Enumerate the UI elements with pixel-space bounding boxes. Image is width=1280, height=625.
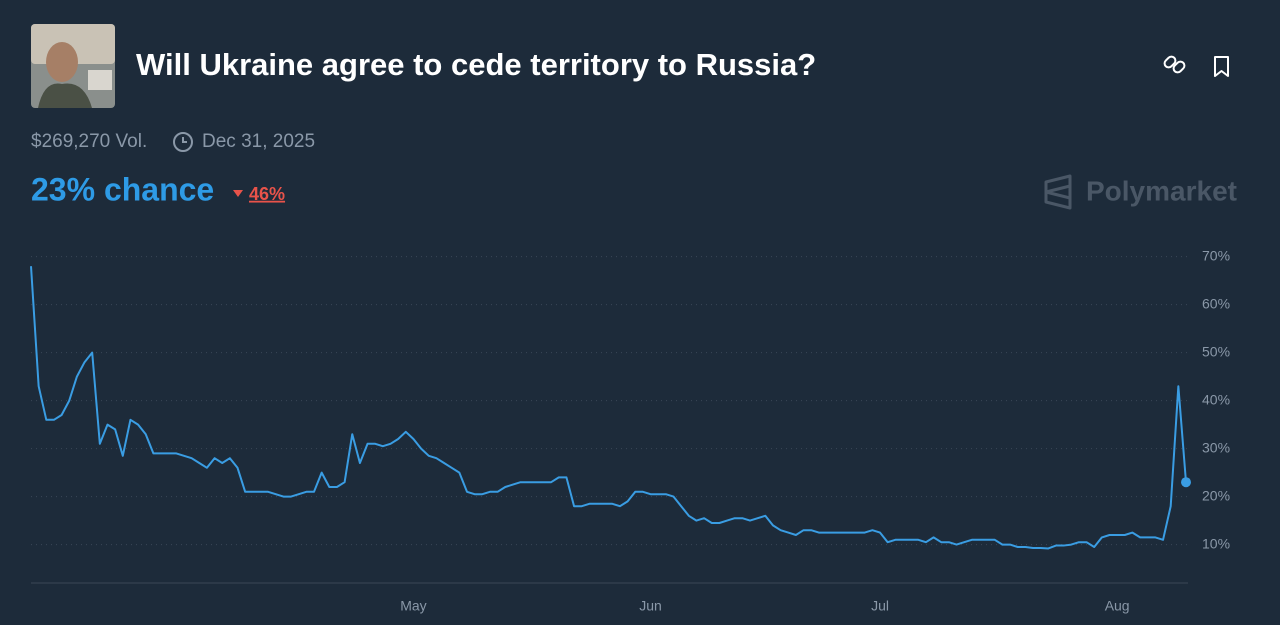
market-image xyxy=(31,24,115,108)
bookmark-icon[interactable] xyxy=(1214,56,1229,77)
y-tick-label: 60% xyxy=(1202,295,1230,311)
title: Will Ukraine agree to cede territory to … xyxy=(136,47,816,82)
y-tick-label: 20% xyxy=(1202,487,1230,503)
change: 46% xyxy=(249,184,285,204)
link-icon[interactable] xyxy=(1163,55,1186,74)
y-tick-label: 50% xyxy=(1202,343,1230,359)
down-arrow xyxy=(233,190,243,197)
y-tick-label: 40% xyxy=(1202,391,1230,407)
end-date: Dec 31, 2025 xyxy=(202,131,315,152)
x-tick-label: Jul xyxy=(871,598,889,614)
brand-logo xyxy=(1044,174,1072,210)
y-tick-label: 30% xyxy=(1202,439,1230,455)
x-tick-label: Aug xyxy=(1105,598,1130,614)
y-tick-label: 70% xyxy=(1202,247,1230,263)
brand: Polymarket xyxy=(1086,175,1237,206)
clock-icon xyxy=(173,132,193,152)
price-line xyxy=(30,266,1187,550)
volume: $269,270 Vol. xyxy=(31,131,147,152)
last-point xyxy=(1181,477,1191,488)
y-tick-label: 10% xyxy=(1202,535,1230,551)
x-tick-label: Jun xyxy=(639,598,662,614)
x-tick-label: May xyxy=(400,598,426,614)
chance: 23% chance xyxy=(31,171,214,207)
